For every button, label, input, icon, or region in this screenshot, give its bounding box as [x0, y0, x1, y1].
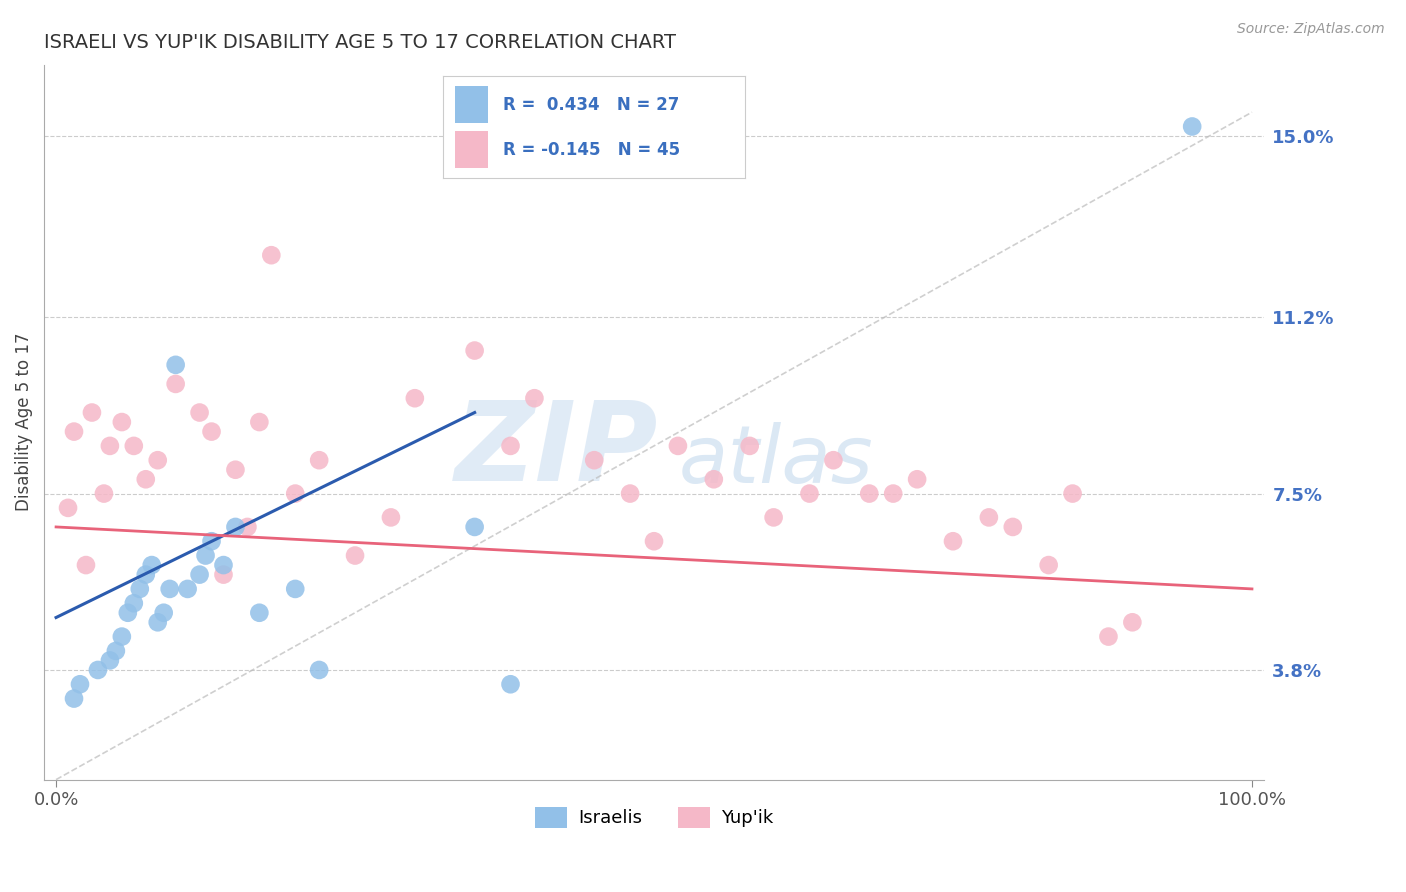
Point	[977, 510, 1000, 524]
Point	[1097, 630, 1119, 644]
Point	[882, 486, 904, 500]
Point	[942, 534, 965, 549]
Point	[176, 582, 198, 596]
Point	[1062, 486, 1084, 500]
Point	[703, 472, 725, 486]
Point	[188, 567, 211, 582]
Point	[619, 486, 641, 500]
Point	[146, 453, 169, 467]
Point	[188, 405, 211, 419]
Point	[308, 663, 330, 677]
Point	[284, 486, 307, 500]
Point	[69, 677, 91, 691]
Point	[194, 549, 217, 563]
Point	[128, 582, 150, 596]
FancyBboxPatch shape	[456, 87, 488, 123]
Point	[260, 248, 283, 262]
Point	[499, 677, 522, 691]
Point	[284, 582, 307, 596]
Text: R = -0.145   N = 45: R = -0.145 N = 45	[503, 141, 681, 159]
Point	[380, 510, 402, 524]
Point	[1181, 120, 1204, 134]
Point	[122, 439, 145, 453]
Point	[212, 567, 235, 582]
Point	[200, 534, 222, 549]
Point	[75, 558, 97, 572]
Point	[247, 415, 270, 429]
Text: atlas: atlas	[679, 423, 873, 500]
Point	[666, 439, 689, 453]
Point	[165, 376, 187, 391]
Point	[464, 520, 486, 534]
Point	[104, 644, 127, 658]
Point	[738, 439, 761, 453]
Point	[464, 343, 486, 358]
Point	[93, 486, 115, 500]
Point	[224, 463, 246, 477]
Point	[212, 558, 235, 572]
Point	[117, 606, 139, 620]
Point	[799, 486, 821, 500]
Point	[135, 472, 157, 486]
Point	[165, 358, 187, 372]
Point	[111, 630, 134, 644]
Point	[56, 500, 79, 515]
Point	[1121, 615, 1143, 630]
FancyBboxPatch shape	[456, 131, 488, 168]
Point	[135, 567, 157, 582]
Point	[159, 582, 181, 596]
Point	[146, 615, 169, 630]
Text: ZIP: ZIP	[454, 397, 658, 504]
Point	[122, 596, 145, 610]
Point	[905, 472, 928, 486]
Point	[200, 425, 222, 439]
Point	[152, 606, 174, 620]
Point	[1001, 520, 1024, 534]
Point	[141, 558, 163, 572]
Y-axis label: Disability Age 5 to 17: Disability Age 5 to 17	[15, 333, 32, 511]
Text: R =  0.434   N = 27: R = 0.434 N = 27	[503, 95, 679, 113]
Legend: Israelis, Yup'ik: Israelis, Yup'ik	[527, 799, 780, 835]
Point	[111, 415, 134, 429]
Point	[762, 510, 785, 524]
Point	[499, 439, 522, 453]
Point	[224, 520, 246, 534]
Point	[404, 391, 426, 405]
Point	[858, 486, 880, 500]
Point	[643, 534, 665, 549]
Point	[98, 439, 121, 453]
Point	[98, 653, 121, 667]
Text: ISRAELI VS YUP'IK DISABILITY AGE 5 TO 17 CORRELATION CHART: ISRAELI VS YUP'IK DISABILITY AGE 5 TO 17…	[44, 33, 676, 52]
Point	[583, 453, 606, 467]
Point	[344, 549, 367, 563]
Point	[308, 453, 330, 467]
Point	[247, 606, 270, 620]
Point	[63, 691, 86, 706]
Point	[1038, 558, 1060, 572]
Point	[823, 453, 845, 467]
Point	[523, 391, 546, 405]
Point	[63, 425, 86, 439]
Text: Source: ZipAtlas.com: Source: ZipAtlas.com	[1237, 22, 1385, 37]
Point	[236, 520, 259, 534]
Point	[80, 405, 103, 419]
Point	[87, 663, 110, 677]
